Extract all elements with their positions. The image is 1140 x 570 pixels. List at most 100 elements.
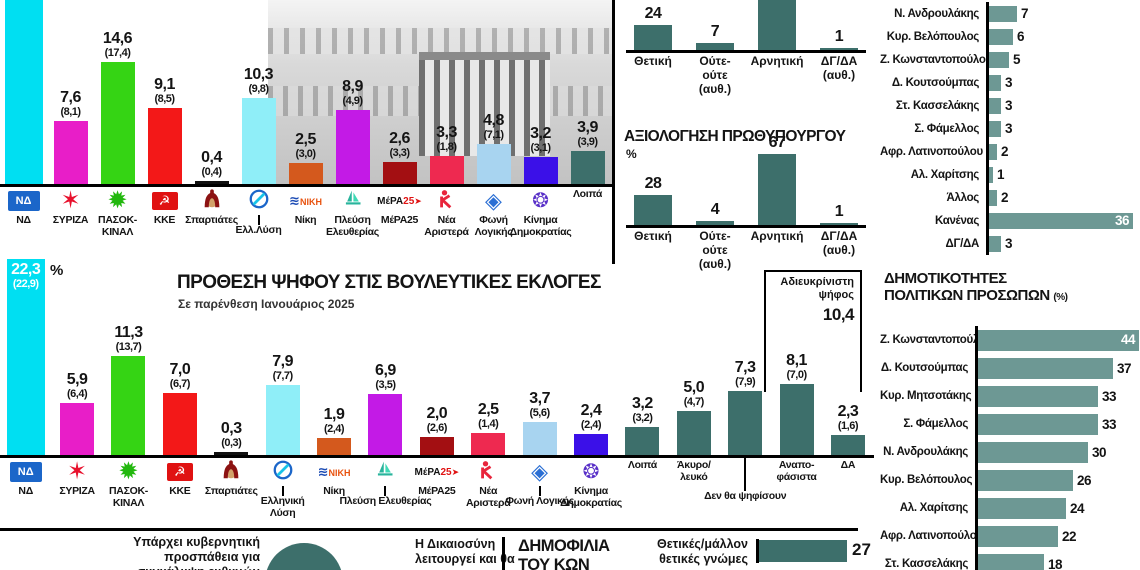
bar-group-Φωνή Λογικής: 4,8 (7,1) ◈ Φωνή Λογικής bbox=[470, 0, 517, 258]
bar-area: 3,2 (3,1) bbox=[517, 0, 564, 184]
logo-slot bbox=[248, 187, 270, 215]
bar-group-ΝΔ: ΝΔ ΝΔ bbox=[0, 0, 47, 258]
politician-bar bbox=[978, 385, 1098, 407]
Νέα Αριστερά-bar bbox=[471, 433, 506, 455]
nea-aristera-logo bbox=[478, 459, 498, 486]
bar-value: 2 bbox=[1001, 144, 1009, 159]
politician-name: Κυρ. Βελόπουλος bbox=[880, 474, 973, 486]
bar-group: 67 Αρνητική bbox=[746, 135, 808, 302]
bar-group-Αναποφάσιστα: 8,1 (7,0) Αναπο-φάσιστα bbox=[771, 258, 822, 533]
politician-bar bbox=[978, 525, 1058, 547]
bar-value-label: 0,3 (0,3) bbox=[220, 420, 242, 449]
ΜέΡΑ25-bar bbox=[382, 162, 417, 184]
list-row: Αφρ. Λατινοπούλου 2 bbox=[880, 140, 1138, 163]
bar-value: 7 bbox=[1021, 6, 1029, 21]
logo-slot bbox=[272, 458, 294, 486]
niki-logo: ≋ΝΙΚΗ bbox=[317, 464, 351, 479]
bar-value-label: 1,9 (2,4) bbox=[323, 406, 345, 435]
bar-area: 67 bbox=[746, 135, 808, 225]
legend-label: Κίνημα Δημοκρατίας bbox=[560, 485, 622, 509]
politician-bar bbox=[978, 441, 1088, 463]
Λοιπά-bar bbox=[570, 151, 605, 184]
politician-name: Κυρ. Μητσοτάκης bbox=[880, 390, 972, 402]
bar-area: 0,4 (0,4) bbox=[188, 0, 235, 184]
legend-connector bbox=[257, 215, 260, 225]
bar-area: 7,3 (7,9) bbox=[719, 258, 770, 455]
list-row: Σ. Φάμελλος 3 bbox=[880, 117, 1138, 140]
list-row: Δ. Κουτσούμπας 3 bbox=[880, 71, 1138, 94]
bar-group-Νέα Αριστερά: 3,3 (1,8) Νέα Αριστερά bbox=[423, 0, 470, 258]
legend-label: ΠΑΣΟΚ- ΚΙΝΑΛ bbox=[109, 485, 148, 509]
kke-logo: ☭ bbox=[166, 463, 193, 481]
bar-value-label: 7 bbox=[710, 23, 720, 40]
bar-track: 3 bbox=[986, 71, 1138, 94]
bar-group: 1 ΔΓ/ΔΑ (αυθ.) bbox=[808, 152, 870, 302]
legend-item: ✶ ΣΥΡΙΖΑ bbox=[51, 455, 102, 531]
Νίκη-bar bbox=[317, 438, 352, 455]
bar-bar bbox=[820, 223, 858, 225]
bar-group-ΜέΡΑ25: 2,0 (2,6) ΜέΡΑ25➤ ΜέΡΑ25 bbox=[411, 258, 462, 533]
bar-area: 3,9 (3,9) bbox=[564, 0, 611, 184]
legend-item: ΝΔ ΝΔ bbox=[0, 184, 47, 256]
politician-name: Αλ. Χαρίτσης bbox=[899, 502, 969, 514]
logo-slot: ❂ bbox=[532, 187, 549, 215]
bar-group-Φωνή Λογικής: 3,7 (5,6) ◈ Φωνή Λογικής bbox=[505, 258, 574, 533]
bar-group: 7 Ούτε-ούτε (αυθ.) bbox=[684, 0, 746, 126]
legend-item: Λοιπά bbox=[564, 184, 611, 256]
Νίκη-bar bbox=[288, 163, 323, 184]
bar-area: 28 bbox=[622, 152, 684, 225]
list-row: Ν. Ανδρουλάκης 30 bbox=[880, 438, 1140, 466]
spartiates-logo bbox=[201, 187, 223, 216]
bar-value-label: 2,0 (2,6) bbox=[426, 405, 448, 434]
bar-value: 3 bbox=[1005, 236, 1013, 251]
list-row: ΔΓ/ΔΑ 3 bbox=[880, 232, 1138, 255]
pasok-logo: ✹ bbox=[107, 187, 128, 214]
bar-group-Ελληνική Λύση: 7,9 (7,7) Ελληνική Λύση bbox=[257, 258, 308, 533]
bar-track: 5 bbox=[986, 48, 1138, 71]
legend-item: Πλεύση Ελευθερίας bbox=[340, 455, 432, 531]
list-row: Ζ. Κωνσταντοπούλου 44 bbox=[880, 326, 1140, 354]
Ελληνική Λύση-bar bbox=[265, 385, 300, 455]
bar-track: 2 bbox=[986, 186, 1138, 209]
syriza-logo: ✶ bbox=[67, 458, 88, 485]
bar-group-Πλεύση Ελευθερίας: 8,9 (4,9) Πλεύση Ελευθερίας bbox=[326, 0, 379, 258]
bar-area: 3,7 (5,6) bbox=[514, 258, 565, 455]
politician-name: Κανένας bbox=[934, 214, 979, 227]
legend-item: Αρνητική bbox=[746, 50, 808, 122]
politician-bar bbox=[978, 413, 1098, 435]
bar-group-ΚΚΕ: 9,1 (8,5) ☭ ΚΚΕ bbox=[141, 0, 188, 258]
Πλεύση Ελευθερίας-bar bbox=[335, 110, 370, 184]
legend-label: Φωνή Λογικής bbox=[474, 214, 513, 238]
bar-bar bbox=[820, 48, 858, 50]
bar-value-label: 0,4 (0,4) bbox=[201, 149, 222, 178]
politician-bar: 44 bbox=[978, 329, 1139, 351]
legend-connector bbox=[538, 486, 541, 496]
legend-label: ΣΥΡΙΖΑ bbox=[52, 214, 89, 226]
vote-chart-title: ΠΡΟΘΕΣΗ ΨΗΦΟΥ ΣΤΙΣ ΒΟΥΛΕΥΤΙΚΕΣ ΕΚΛΟΓΕΣ bbox=[177, 272, 601, 293]
bar-group-Λοιπά: 3,9 (3,9) Λοιπά bbox=[564, 0, 611, 258]
bar-bar bbox=[634, 195, 672, 225]
bar-group-Κίνημα Δημοκρατίας: 2,4 (2,4) ❂ Κίνημα Δημοκρατίας bbox=[560, 258, 622, 533]
politician-name: Άλλος bbox=[946, 191, 980, 204]
logo-slot: ◈ bbox=[485, 187, 502, 215]
politician-bar bbox=[989, 97, 1001, 114]
legend-item: ◈ Φωνή Λογικής bbox=[505, 455, 574, 531]
list-row: Ν. Ανδρουλάκης 7 bbox=[880, 2, 1138, 25]
bar-value-label: 67 bbox=[768, 134, 786, 151]
bar-value-label: 5,9 (6,4) bbox=[66, 371, 88, 400]
legend-connector bbox=[744, 455, 747, 491]
bar-value: 5 bbox=[1013, 52, 1021, 67]
legend-item: Αναπο-φάσιστα bbox=[771, 455, 822, 531]
legend-item: ΝΔ ΝΔ bbox=[0, 455, 51, 531]
politician-bar bbox=[989, 5, 1017, 22]
bar-value: 18 bbox=[1048, 556, 1063, 570]
logo-slot: ❂ bbox=[583, 458, 600, 486]
bar-value: 3 bbox=[1005, 121, 1013, 136]
bar-group-ΠΑΣΟΚ-ΚΙΝΑΛ: 11,3 (13,7) ✹ ΠΑΣΟΚ- ΚΙΝΑΛ bbox=[103, 258, 154, 533]
legend-label: Πλεύση Ελευθερίας bbox=[326, 214, 379, 238]
bar-area: 11,3 (13,7) bbox=[103, 258, 154, 455]
Σπαρτιάτες-bar bbox=[194, 181, 229, 184]
bar-group-Κίνημα Δημοκρατίας: 3,2 (3,1) ❂ Κίνημα Δημοκρατίας bbox=[510, 0, 572, 258]
bar-area: 3,2 (3,2) bbox=[617, 258, 668, 455]
